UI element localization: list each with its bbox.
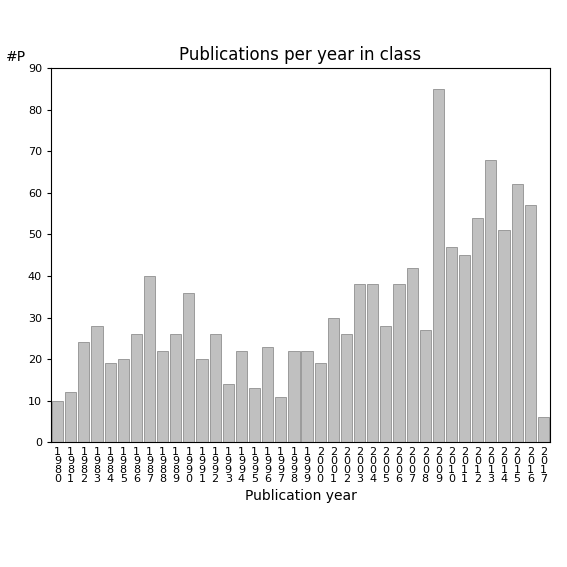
- Bar: [328, 318, 339, 442]
- Bar: [289, 351, 299, 442]
- Bar: [485, 159, 497, 442]
- Title: Publications per year in class: Publications per year in class: [179, 46, 422, 64]
- Bar: [302, 351, 312, 442]
- Bar: [131, 334, 142, 442]
- Bar: [433, 89, 444, 442]
- Bar: [223, 384, 234, 442]
- Bar: [210, 334, 221, 442]
- Bar: [144, 276, 155, 442]
- Bar: [446, 247, 457, 442]
- Bar: [78, 342, 90, 442]
- Bar: [196, 359, 208, 442]
- Bar: [249, 388, 260, 442]
- Bar: [393, 284, 405, 442]
- Bar: [354, 284, 365, 442]
- Bar: [407, 268, 418, 442]
- Bar: [341, 334, 352, 442]
- Bar: [157, 351, 168, 442]
- Bar: [472, 218, 483, 442]
- Bar: [275, 396, 286, 442]
- Bar: [170, 334, 181, 442]
- Bar: [262, 346, 273, 442]
- Bar: [498, 230, 510, 442]
- Bar: [367, 284, 378, 442]
- Bar: [420, 330, 431, 442]
- Bar: [236, 351, 247, 442]
- Bar: [52, 401, 63, 442]
- Bar: [524, 205, 536, 442]
- Bar: [183, 293, 194, 442]
- Bar: [118, 359, 129, 442]
- Bar: [65, 392, 77, 442]
- Bar: [511, 184, 523, 442]
- Bar: [91, 326, 103, 442]
- X-axis label: Publication year: Publication year: [244, 489, 357, 503]
- Bar: [315, 363, 326, 442]
- Bar: [538, 417, 549, 442]
- Text: #P: #P: [6, 50, 26, 64]
- Bar: [459, 255, 470, 442]
- Bar: [380, 326, 391, 442]
- Bar: [104, 363, 116, 442]
